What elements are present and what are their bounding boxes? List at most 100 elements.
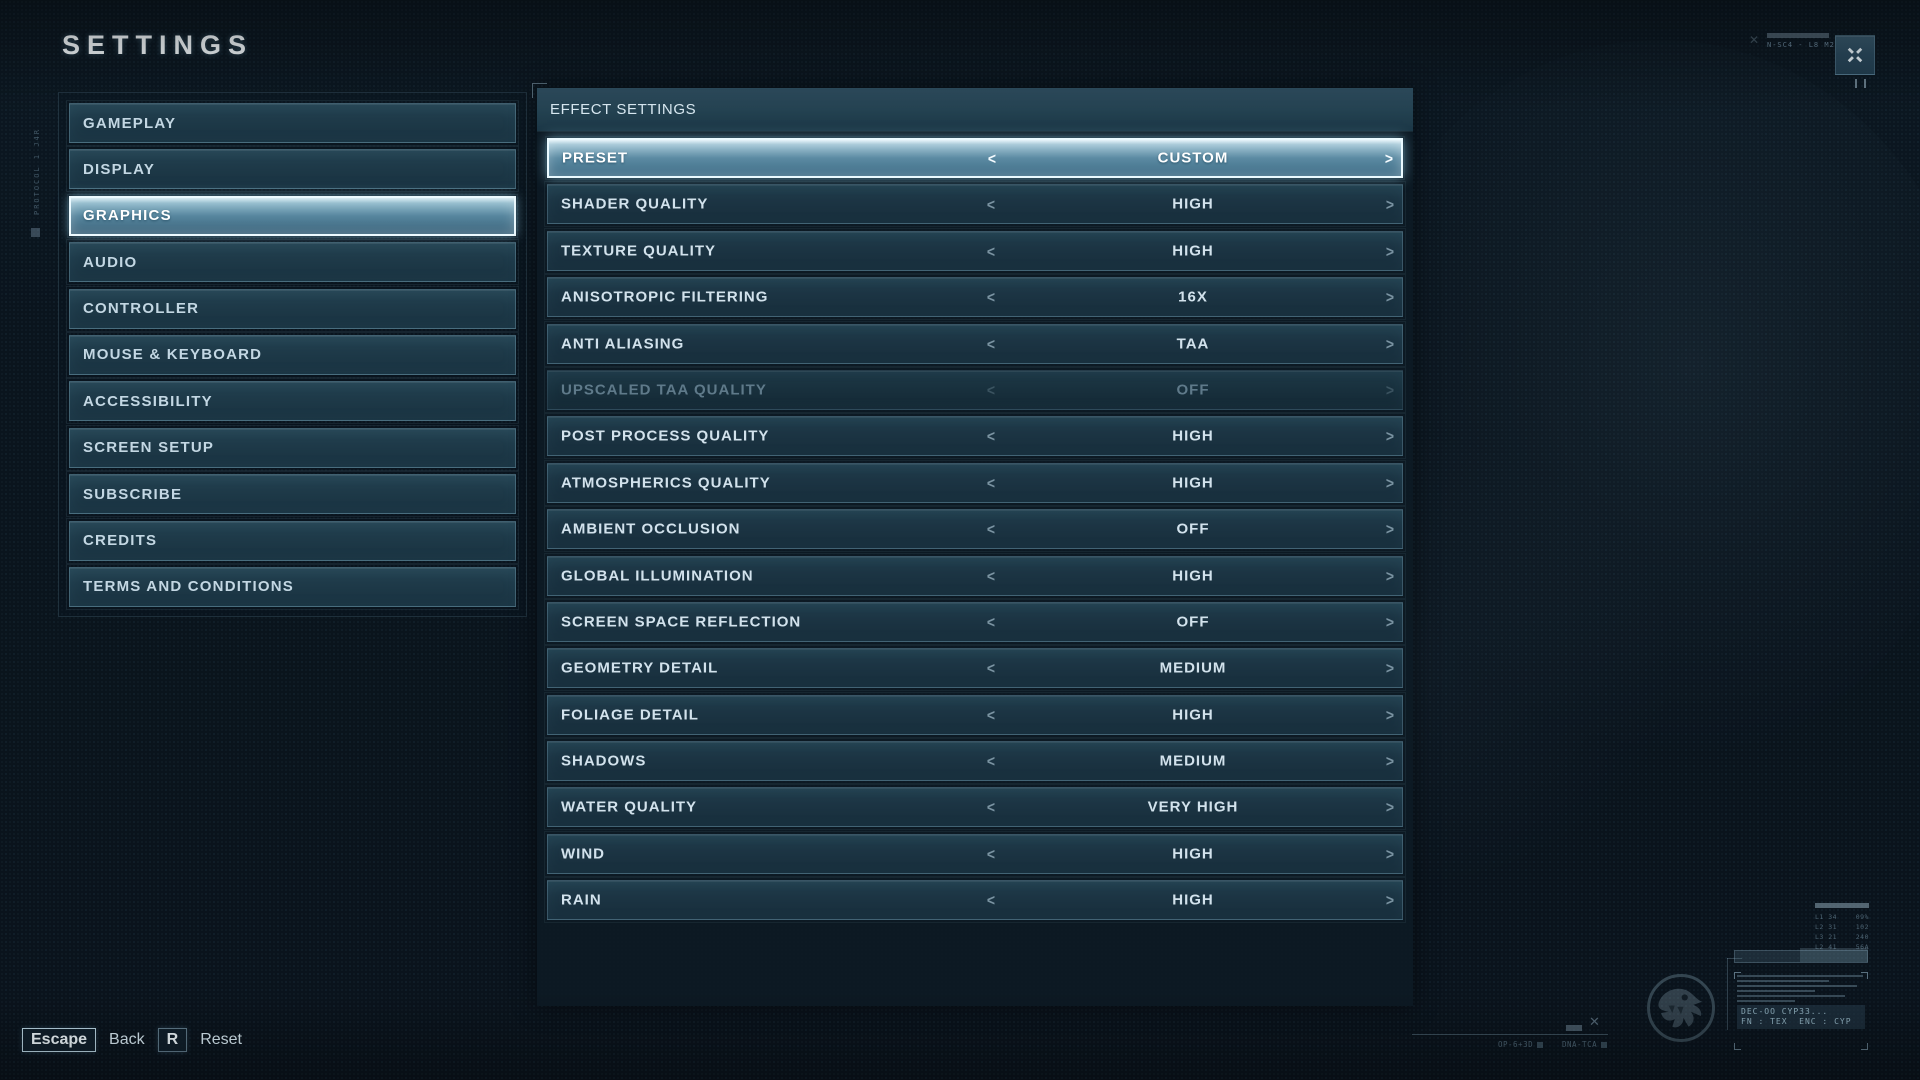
texture-quality-increase-arrow[interactable]: > [1385, 241, 1395, 260]
sidebar-item-screen-setup[interactable]: SCREEN SETUP [66, 424, 519, 471]
setting-row-geometry-detail[interactable]: GEOMETRY DETAIL < MEDIUM > [544, 645, 1406, 692]
post-process-quality-increase-arrow[interactable]: > [1385, 427, 1395, 446]
setting-row-foliage-detail[interactable]: FOLIAGE DETAIL < HIGH > [544, 691, 1406, 738]
hud-stat-value: 56A [1855, 943, 1869, 951]
page-title: SETTINGS [62, 30, 254, 60]
reset-action[interactable]: R Reset [157, 1028, 242, 1052]
setting-row-rain[interactable]: RAIN < HIGH > [544, 877, 1406, 924]
hud-stat-value: 240 [1855, 933, 1869, 941]
setting-row-ambient-occlusion[interactable]: AMBIENT OCCLUSION < OFF > [544, 506, 1406, 553]
setting-row-water-quality[interactable]: WATER QUALITY < VERY HIGH > [544, 784, 1406, 831]
sidebar-item-terms-and-conditions[interactable]: TERMS AND CONDITIONS [66, 563, 519, 610]
sidebar-item-display[interactable]: DISPLAY [66, 146, 519, 193]
sidebar-item-label: MOUSE & KEYBOARD [83, 346, 263, 364]
anisotropic-filtering-increase-arrow[interactable]: > [1385, 287, 1395, 307]
geometry-detail-decrease-arrow[interactable]: < [986, 659, 996, 678]
panel-header: EFFECT SETTINGS [537, 88, 1413, 132]
sidebar-item-label: GAMEPLAY [83, 114, 177, 132]
sidebar-item-credits[interactable]: CREDITS [66, 517, 519, 564]
sidebar: GAMEPLAY DISPLAY GRAPHICS AUDIO CONTROLLER MO… [58, 92, 527, 617]
sidebar-item-audio[interactable]: AUDIO [66, 239, 519, 286]
hud-data-line [1737, 975, 1863, 977]
wind-value: HIGH [1172, 845, 1214, 863]
sidebar-item-label: TERMS AND CONDITIONS [83, 578, 294, 596]
shader-quality-decrease-arrow[interactable]: < [986, 195, 996, 214]
setting-row-wind[interactable]: WIND < HIGH > [544, 830, 1406, 877]
atmospherics-quality-decrease-arrow[interactable]: < [986, 473, 996, 492]
atmospherics-quality-value: HIGH [1172, 474, 1214, 492]
post-process-quality-decrease-arrow[interactable]: < [986, 427, 996, 446]
preset-increase-arrow[interactable]: > [1384, 148, 1394, 168]
upscaled-taa-quality-decrease-arrow: < [986, 380, 996, 400]
water-quality-increase-arrow[interactable]: > [1385, 798, 1395, 817]
sidebar-item-graphics[interactable]: GRAPHICS [67, 193, 518, 238]
hud-x-mark-icon: ✕ [1749, 33, 1760, 47]
hud-data-line [1737, 980, 1829, 982]
key-hint-bar: Escape Back R Reset [22, 1028, 242, 1052]
setting-row-atmospherics-quality[interactable]: ATMOSPHERICS QUALITY < HIGH > [544, 459, 1406, 506]
hud-square-icon [1601, 1041, 1608, 1048]
collapse-arrows-icon [1847, 47, 1863, 63]
hud-stat-key: L2 41 [1815, 943, 1838, 951]
hud-divider-line [1727, 958, 1728, 1030]
water-quality-decrease-arrow[interactable]: < [986, 798, 996, 817]
screen-space-reflection-increase-arrow[interactable]: > [1385, 612, 1395, 632]
sidebar-item-label: SUBSCRIBE [83, 485, 183, 503]
foliage-detail-decrease-arrow[interactable]: < [986, 705, 996, 724]
ambient-occlusion-decrease-arrow[interactable]: < [986, 519, 996, 539]
sidebar-item-label: DISPLAY [83, 160, 156, 178]
setting-row-anti-aliasing[interactable]: ANTI ALIASING < TAA > [544, 320, 1406, 367]
post-process-quality-value: HIGH [1172, 427, 1214, 445]
rain-increase-arrow[interactable]: > [1385, 891, 1395, 910]
hud-stat-row: L2 41 56A [1815, 942, 1869, 952]
sidebar-item-mouse-keyboard[interactable]: MOUSE & KEYBOARD [66, 331, 519, 378]
anisotropic-filtering-decrease-arrow[interactable]: < [986, 287, 996, 307]
hud-tick [1864, 79, 1866, 88]
setting-row-anisotropic-filtering[interactable]: ANISOTROPIC FILTERING <16X > [544, 274, 1406, 321]
setting-row-global-illumination[interactable]: GLOBAL ILLUMINATION < HIGH > [544, 552, 1406, 599]
hud-stat-key: L3 21 [1815, 933, 1838, 941]
setting-row-shader-quality[interactable]: SHADER QUALITY < HIGH > [544, 181, 1406, 228]
sidebar-item-controller[interactable]: CONTROLLER [66, 285, 519, 332]
screen-space-reflection-decrease-arrow[interactable]: < [986, 612, 996, 632]
rain-label: RAIN [561, 891, 602, 909]
foliage-detail-increase-arrow[interactable]: > [1385, 705, 1395, 724]
shader-quality-value: HIGH [1172, 195, 1214, 213]
hud-band [1800, 948, 1868, 962]
back-action[interactable]: Escape Back [22, 1028, 145, 1052]
setting-row-shadows[interactable]: SHADOWS < MEDIUM > [544, 738, 1406, 785]
global-illumination-decrease-arrow[interactable]: < [986, 566, 996, 585]
shadows-decrease-arrow[interactable]: < [986, 751, 996, 771]
geometry-detail-increase-arrow[interactable]: > [1385, 659, 1395, 678]
hud-readout-panel: DEC-OO CYP33... FN : TEX ENC : CYP [1734, 972, 1868, 1050]
hud-stat-value: 102 [1855, 923, 1869, 931]
ambient-occlusion-value: OFF [1176, 520, 1210, 538]
hud-stat-key: L1 34 [1815, 913, 1838, 921]
texture-quality-decrease-arrow[interactable]: < [986, 241, 996, 260]
fullscreen-toggle-button[interactable] [1835, 35, 1875, 75]
decoder-line-1: DEC-OO CYP33... [1741, 1007, 1829, 1016]
atmospherics-quality-increase-arrow[interactable]: > [1385, 473, 1395, 492]
shader-quality-increase-arrow[interactable]: > [1385, 195, 1395, 214]
hud-stat-value: 09% [1855, 913, 1869, 921]
setting-row-texture-quality[interactable]: TEXTURE QUALITY < HIGH > [544, 227, 1406, 274]
sidebar-item-accessibility[interactable]: ACCESSIBILITY [66, 378, 519, 425]
jurassic-logo [1647, 974, 1715, 1042]
setting-row-preset[interactable]: PRESET < CUSTOM > [545, 136, 1405, 180]
ambient-occlusion-increase-arrow[interactable]: > [1385, 519, 1395, 539]
sidebar-item-subscribe[interactable]: SUBSCRIBE [66, 471, 519, 518]
setting-row-post-process-quality[interactable]: POST PROCESS QUALITY < HIGH > [544, 413, 1406, 460]
anti-aliasing-increase-arrow[interactable]: > [1385, 334, 1395, 353]
hud-label-dna-text: DNA-TCA [1562, 1040, 1598, 1049]
shadows-increase-arrow[interactable]: > [1385, 751, 1395, 771]
anti-aliasing-decrease-arrow[interactable]: < [986, 334, 996, 353]
setting-row-screen-space-reflection[interactable]: SCREEN SPACE REFLECTION < OFF > [544, 598, 1406, 645]
wind-increase-arrow[interactable]: > [1385, 844, 1395, 864]
hud-label-op: OP-6+3D [1498, 1040, 1544, 1049]
sidebar-item-gameplay[interactable]: GAMEPLAY [66, 100, 519, 146]
preset-decrease-arrow[interactable]: < [987, 148, 997, 168]
global-illumination-increase-arrow[interactable]: > [1385, 566, 1395, 585]
rain-decrease-arrow[interactable]: < [986, 891, 996, 910]
escape-key-badge: Escape [22, 1028, 97, 1052]
wind-decrease-arrow[interactable]: < [986, 844, 996, 864]
